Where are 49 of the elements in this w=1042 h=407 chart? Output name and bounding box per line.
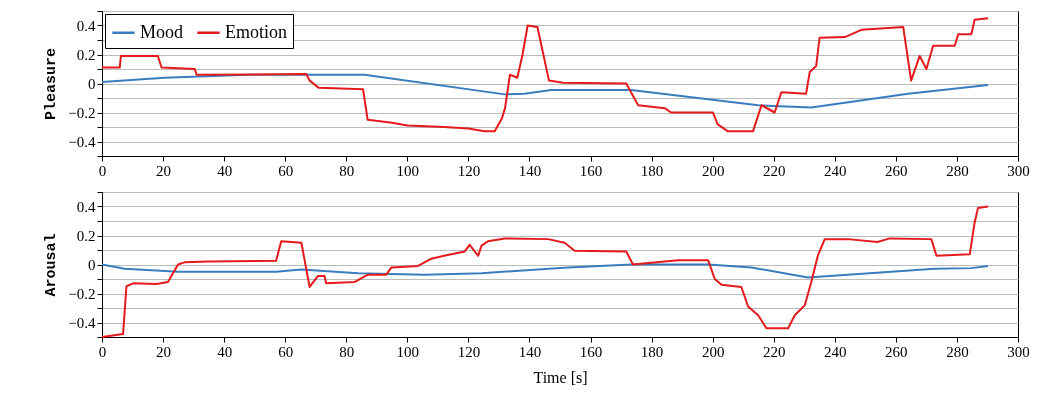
x-tick-label: 40 <box>217 343 233 360</box>
x-tick-label: 240 <box>824 162 847 179</box>
x-tick-label: 240 <box>824 343 847 360</box>
y-axis-title: Pleasure <box>43 47 61 121</box>
x-tick-label: 100 <box>396 343 420 360</box>
x-tick-label: 220 <box>762 343 786 360</box>
x-tick-label: 280 <box>946 162 969 179</box>
legend-label: Emotion <box>225 21 287 42</box>
line-series <box>101 263 990 279</box>
x-tick-label: 40 <box>217 162 233 179</box>
x-tick-label: 220 <box>762 162 786 179</box>
x-tick-label: 260 <box>885 343 908 360</box>
x-tick-label: 60 <box>278 343 294 360</box>
x-tick-label: 120 <box>457 162 481 179</box>
x-tick-label: 200 <box>701 343 725 360</box>
line-series <box>101 17 990 133</box>
y-tick-label: 0.2 <box>76 228 96 244</box>
y-tick-label: −0.4 <box>68 134 96 150</box>
x-tick-label: 120 <box>457 343 481 360</box>
y-tick-label: −0.4 <box>68 315 96 331</box>
x-tick-label: 180 <box>640 162 664 179</box>
x-tick-label: 100 <box>396 162 420 179</box>
y-tick-label: 0.2 <box>76 47 96 63</box>
x-tick-label: 300 <box>1007 162 1030 179</box>
line-series <box>101 205 990 338</box>
x-tick-label: 80 <box>339 343 355 360</box>
x-tick-label: 20 <box>156 162 172 179</box>
x-tick-label: 200 <box>701 162 725 179</box>
x-tick-label: 280 <box>946 343 969 360</box>
x-tick-label: 180 <box>640 343 664 360</box>
y-axis-title: Arousal <box>43 233 61 297</box>
x-tick-label: 140 <box>518 343 542 360</box>
x-tick-label: 160 <box>579 162 603 179</box>
x-tick-label: 60 <box>278 162 294 179</box>
y-tick-label: −0.2 <box>68 105 96 121</box>
y-tick-label: 0 <box>88 257 96 273</box>
x-tick-label: 20 <box>156 343 172 360</box>
y-tick-label: 0.4 <box>76 18 96 34</box>
legend-label: Mood <box>140 21 184 42</box>
y-tick-label: −0.2 <box>68 286 96 302</box>
x-axis-title: Time [s] <box>533 368 588 386</box>
line-series <box>101 73 990 109</box>
x-tick-label: 300 <box>1007 343 1030 360</box>
x-tick-label: 160 <box>579 343 603 360</box>
y-tick-label: 0 <box>88 76 96 92</box>
x-tick-label: 260 <box>885 162 908 179</box>
x-tick-label: 80 <box>339 162 355 179</box>
y-tick-label: 0.4 <box>76 199 96 215</box>
x-tick-label: 140 <box>518 162 542 179</box>
